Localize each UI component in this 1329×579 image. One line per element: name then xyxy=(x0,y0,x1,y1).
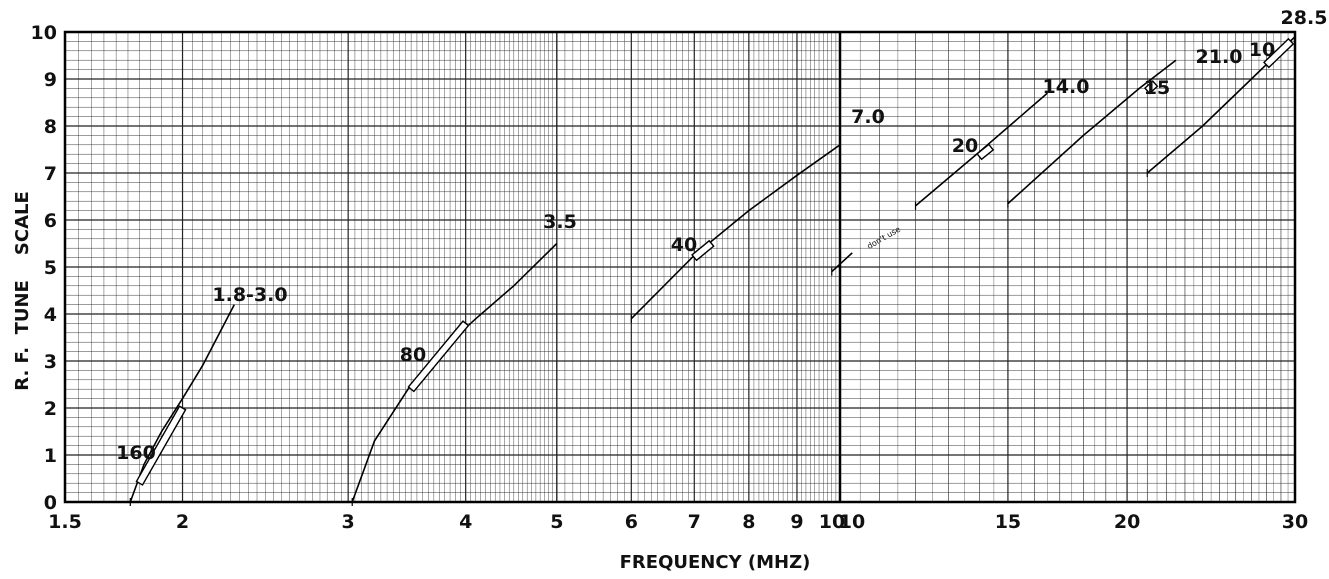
y-tick-label: 9 xyxy=(44,69,57,91)
x-tick-label: 10 xyxy=(839,511,865,533)
plot-frame xyxy=(63,30,1297,504)
band-marker xyxy=(135,405,187,486)
x-tick-label: 9 xyxy=(790,511,803,533)
x-tick-label: 6 xyxy=(625,511,638,533)
band-label: 20 xyxy=(952,135,978,157)
band-label: 160 xyxy=(116,442,156,464)
y-tick-label: 4 xyxy=(44,304,57,326)
tuning-curve xyxy=(129,304,236,503)
x-tick-label: 8 xyxy=(742,511,755,533)
tuning-curve xyxy=(351,242,558,503)
y-tick-label: 2 xyxy=(44,398,57,420)
y-tick-label: 0 xyxy=(44,492,57,514)
curve-annotation: 7.0 xyxy=(851,106,885,128)
curve-annotation: 14.0 xyxy=(1043,76,1090,98)
curve-annotation: 21.0 xyxy=(1196,46,1243,68)
tuning-curve xyxy=(1007,59,1177,205)
x-axis-title: FREQUENCY (MHZ) xyxy=(620,552,811,573)
y-axis-title: R. F. TUNE SCALE xyxy=(12,191,33,391)
y-tick-label: 7 xyxy=(44,163,57,185)
x-tick-label: 10 xyxy=(819,511,845,533)
y-tick-label: 5 xyxy=(44,257,57,279)
x-tick-label: 1.5 xyxy=(48,511,82,533)
band-label: 10 xyxy=(1249,39,1275,61)
curve-annotation: 3.5 xyxy=(543,211,577,233)
chart-grid xyxy=(64,31,1296,503)
band-marker xyxy=(1263,37,1295,69)
band-label: 15 xyxy=(1144,77,1170,99)
tuning-curve xyxy=(630,144,841,320)
y-tick-label: 8 xyxy=(44,116,57,138)
x-tick-label: 4 xyxy=(459,511,472,533)
x-tick-label: 3 xyxy=(342,511,355,533)
band-marker xyxy=(1143,80,1159,95)
x-tick-label: 7 xyxy=(688,511,701,533)
curve-annotation: 1.8-3.0 xyxy=(212,284,287,306)
band-label: 80 xyxy=(400,344,426,366)
x-tick-label: 30 xyxy=(1282,511,1308,533)
curve-annotation: 28.5 xyxy=(1281,7,1328,29)
band-marker xyxy=(976,143,995,161)
y-tick-label: 10 xyxy=(31,22,57,44)
curve-labels: 160 80 40 20 15 10 1.8-3.0 3.5 7.0 14.0 21.0 28.5 do… xyxy=(116,7,1327,464)
band-marker xyxy=(407,320,470,393)
y-tick-label: 3 xyxy=(44,351,57,373)
x-tick-label: 5 xyxy=(550,511,563,533)
y-tick-label: 6 xyxy=(44,210,57,232)
band-marker xyxy=(691,239,715,262)
tuning-curve xyxy=(831,252,853,273)
band-markers xyxy=(135,37,1295,486)
curve-annotation: don't use xyxy=(865,225,902,251)
plot-border xyxy=(63,30,1297,504)
band-label: 40 xyxy=(671,234,697,256)
x-tick-label: 20 xyxy=(1114,511,1140,533)
x-tick-label: 15 xyxy=(995,511,1021,533)
y-tick-label: 1 xyxy=(44,445,57,467)
x-tick-label: 2 xyxy=(176,511,189,533)
y-tick-labels: 0 1 2 3 4 5 6 7 8 9 10 xyxy=(31,22,57,514)
